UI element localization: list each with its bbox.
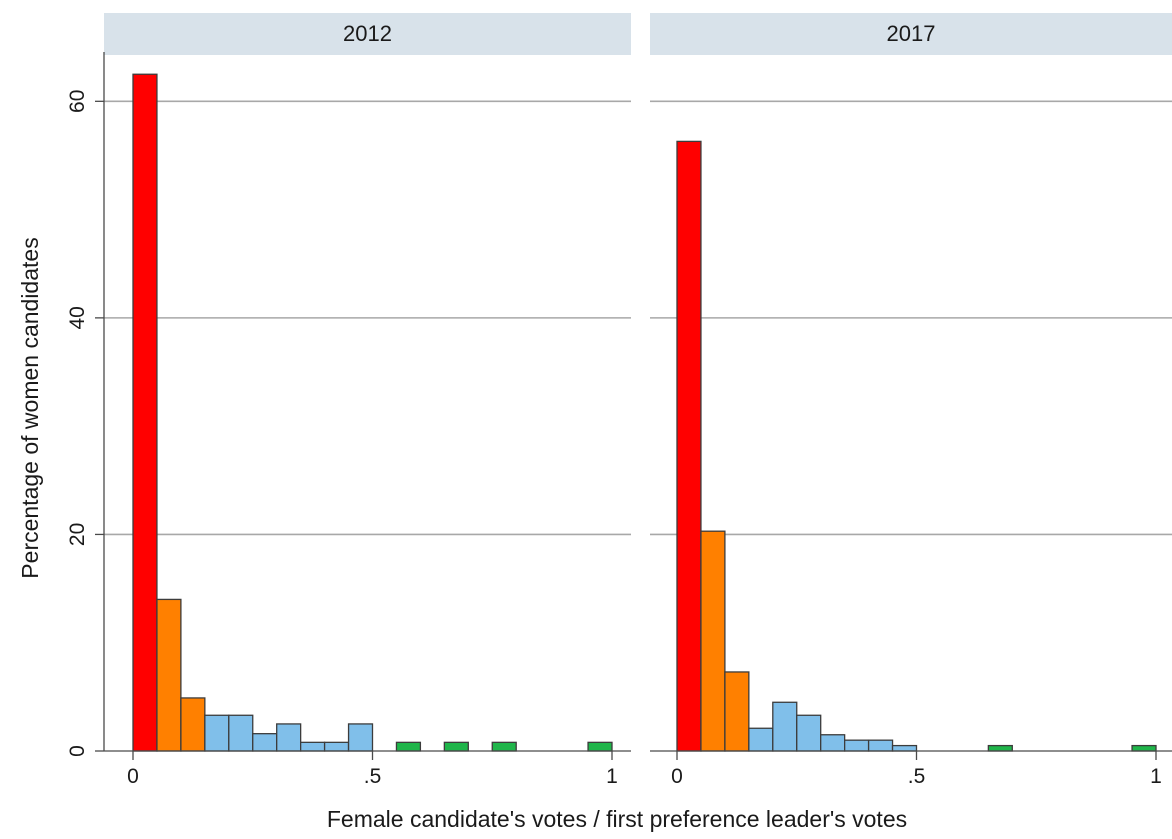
y-tick-label: 20 — [66, 523, 89, 546]
bar-2012-bin-5 — [228, 714, 254, 752]
x-tick-label: 1 — [1150, 765, 1162, 788]
bar-2012-bin-14 — [443, 741, 469, 752]
bar-2012-bin-4 — [204, 714, 230, 752]
bar-2012-bin-1 — [132, 73, 158, 752]
bar-2017-bin-3 — [724, 671, 750, 752]
y-tick-label: 60 — [66, 90, 89, 113]
x-axis-2012: 0.5 1 — [104, 750, 631, 788]
grid-lines-2017 — [650, 100, 1172, 536]
y-tick-label: 0 — [66, 745, 89, 757]
grid-lines-2012 — [104, 100, 631, 536]
bar-2012-bin-9 — [323, 741, 350, 752]
bar-2017-bin-1 — [676, 140, 702, 752]
x-tick-label: .5 — [908, 765, 926, 788]
bar-2017-bin-7 — [820, 734, 846, 752]
panel-header-2012 — [104, 13, 631, 55]
bar-2012-bin-6 — [252, 733, 278, 752]
bar-2012-bin-7 — [276, 723, 302, 752]
bar-2012-bin-12 — [395, 741, 422, 752]
x-axis-label: Female candidate's votes / first prefere… — [327, 806, 907, 832]
bar-2012-bin-10 — [347, 723, 374, 752]
panel-2012: 2012 0.5 1 — [104, 13, 631, 788]
bars-2012 — [132, 73, 613, 752]
bar-2017-bin-14 — [987, 744, 1013, 752]
bar-2012-bin-20 — [587, 741, 613, 752]
panel-title-2017: 2017 — [887, 21, 936, 46]
x-axis-2017: 0.5 1 — [650, 750, 1172, 788]
bar-2017-bin-6 — [796, 714, 822, 752]
bar-2012-bin-3 — [180, 697, 206, 752]
panel-title-2012: 2012 — [343, 21, 392, 46]
panel-2017: 2017 0.5 1 — [650, 13, 1172, 788]
bar-2012-bin-16 — [491, 741, 517, 752]
bar-2017-bin-9 — [867, 739, 894, 752]
x-tick-label: 1 — [606, 765, 618, 788]
x-tick-label: 0 — [127, 765, 139, 788]
y-axis-label: Percentage of women candidates — [17, 237, 43, 578]
bar-2012-bin-8 — [299, 741, 326, 752]
y-axis: 0 20 40 60 — [66, 52, 105, 757]
bar-2017-bin-8 — [844, 739, 870, 752]
x-tick-label: 0 — [671, 765, 683, 788]
panel-header-2017 — [650, 13, 1172, 55]
bar-2017-bin-4 — [748, 727, 774, 752]
bar-2017-bin-10 — [891, 744, 918, 752]
bars-2017 — [676, 140, 1157, 752]
bar-2017-bin-5 — [772, 701, 798, 752]
bar-2012-bin-2 — [156, 598, 182, 752]
y-tick-label: 40 — [66, 306, 89, 329]
bar-2017-bin-2 — [700, 530, 726, 752]
bar-2017-bin-20 — [1131, 744, 1157, 752]
x-tick-label: .5 — [364, 765, 382, 788]
